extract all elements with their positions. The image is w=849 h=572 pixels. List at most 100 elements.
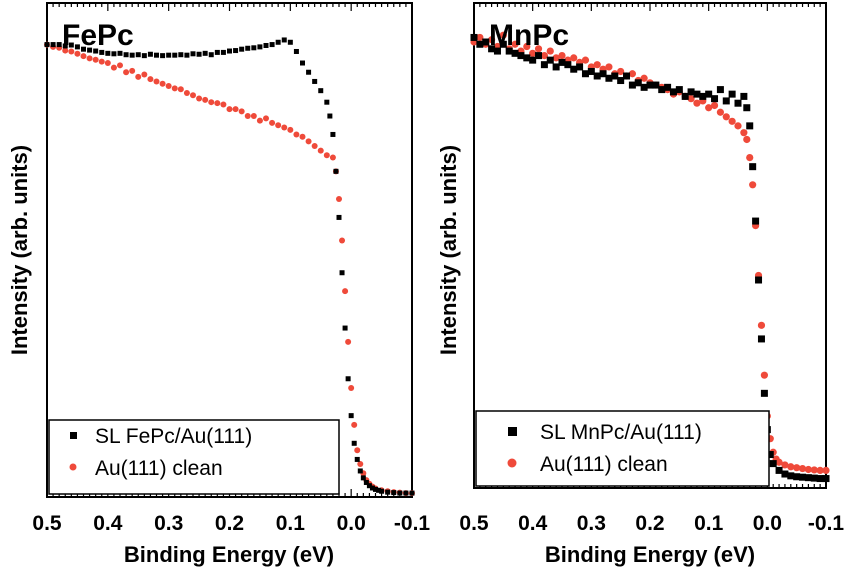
mnpc-sl-point [743, 104, 751, 112]
mnpc-clean-point [687, 95, 695, 103]
fepc-sl-point [233, 48, 239, 54]
fepc-sl-point [327, 113, 333, 119]
mnpc-legend-label-clean: Au(111) clean [540, 453, 668, 476]
mnpc-sl-point [722, 97, 730, 105]
mnpc-legend-marker-clean [507, 458, 517, 468]
fepc-clean-point [232, 106, 239, 113]
mnpc-sl-point [517, 52, 525, 60]
fepc-sl-point [166, 52, 172, 58]
fepc-clean-point [348, 384, 355, 391]
fepc-legend-label-clean: Au(111) clean [95, 457, 223, 480]
mnpc-sl-point [728, 90, 736, 98]
fepc-sl-point [379, 488, 385, 494]
fepc-sl-point [208, 52, 214, 58]
mnpc-sl-point [628, 81, 636, 89]
mnpc-clean-point [693, 99, 701, 107]
fepc-sl-point [360, 475, 366, 481]
fepc-sl-point [263, 42, 269, 48]
mnpc-clean-point [529, 49, 537, 57]
mnpc-legend-box [475, 410, 770, 487]
mnpc-sl-point [552, 63, 560, 71]
fepc-clean-point [129, 67, 136, 74]
fepc-sl-point [336, 214, 342, 220]
mnpc-sl-point [488, 45, 496, 53]
mnpc-clean-point [546, 47, 554, 55]
mnpc-sl-point [646, 81, 654, 89]
fepc-sl-point [172, 52, 178, 58]
mnpc-sl-point [760, 389, 768, 397]
mnpc-clean-point [793, 464, 801, 472]
fepc-sl-point [50, 42, 56, 48]
mnpc-sl-point [499, 40, 507, 48]
fepc-sl-point [154, 52, 159, 58]
fepc-sl-point [312, 78, 318, 84]
fepc-data-points [44, 37, 415, 497]
fepc-clean-point [354, 447, 361, 454]
mnpc-clean-point [499, 31, 507, 39]
fepc-clean-point [110, 64, 117, 71]
fepc-clean-point [86, 55, 93, 62]
mnpc-clean-point [640, 74, 648, 82]
fepc-clean-point [196, 95, 203, 102]
fepc-sl-point [178, 52, 184, 58]
fepc-sl-point [141, 53, 147, 59]
fepc-x-tick-label: 0.2 [215, 512, 244, 535]
fepc-sl-point [117, 50, 123, 56]
fepc-clean-point [226, 106, 233, 113]
fepc-clean-point [250, 113, 257, 120]
mnpc-clean-point [740, 129, 748, 137]
fepc-clean-point [351, 421, 358, 428]
fepc-clean-point [299, 133, 306, 140]
fepc-clean-point [263, 115, 269, 122]
mnpc-tick-labels: 0.5 0.4 0.3 0.2 0.1 0.0 -0.1 [459, 512, 844, 535]
mnpc-legend: SL MnPc/Au(111) Au(111) clean [475, 410, 770, 487]
fepc-sl-point [342, 325, 348, 331]
fepc-clean-point [287, 126, 294, 133]
mnpc-sl-point [546, 56, 554, 64]
fepc-sl-point [135, 52, 141, 58]
mnpc-sl-point [529, 56, 537, 64]
mnpc-sl-point [605, 74, 613, 82]
mnpc-clean-point [558, 52, 566, 60]
fepc-sl-point [281, 37, 287, 43]
mnpc-sl-point [576, 63, 584, 71]
fepc-clean-point [256, 117, 263, 124]
fepc-sl-point [345, 376, 351, 382]
mnpc-sl-point [757, 335, 765, 343]
mnpc-clean-point [617, 67, 625, 76]
fepc-x-tick-label: 0.1 [276, 512, 306, 535]
fepc-sl-point [385, 489, 391, 495]
fepc-clean-point [135, 73, 142, 80]
mnpc-sl-point [587, 67, 595, 75]
fepc-sl-point [306, 69, 312, 75]
mnpc-sl-point [581, 70, 589, 78]
fepc-clean-point [208, 99, 215, 106]
mnpc-sl-point [752, 217, 760, 225]
mnpc-sl-point [716, 86, 724, 94]
fepc-title: FePc [62, 19, 134, 52]
fepc-clean-point [214, 100, 221, 107]
mnpc-title: MnPc [489, 19, 569, 52]
fepc-sl-point [269, 42, 275, 48]
mnpc-y-axis-label: Intensity (arb. units) [436, 145, 461, 355]
mnpc-sl-point [540, 61, 548, 69]
fepc-sl-point [184, 52, 190, 58]
mnpc-sl-point [482, 38, 490, 46]
fepc-clean-point [357, 461, 364, 468]
fepc-x-tick-label: -0.1 [394, 512, 431, 535]
fepc-clean-point [74, 50, 81, 57]
fepc-sl-point [330, 131, 336, 137]
mnpc-sl-point [669, 88, 677, 96]
mnpc-clean-point [710, 101, 719, 110]
fepc-clean-point [317, 147, 324, 154]
mnpc-clean-point [523, 42, 531, 51]
fepc-sl-point [81, 46, 86, 52]
mnpc-sl-point [711, 95, 719, 103]
mnpc-x-tick-label: 0.1 [694, 512, 724, 535]
fepc-clean-point [68, 48, 75, 55]
mnpc-sl-point [787, 472, 795, 480]
fepc-sl-point [147, 51, 153, 57]
fepc-clean-point [80, 53, 87, 60]
fepc-clean-point [275, 122, 282, 129]
